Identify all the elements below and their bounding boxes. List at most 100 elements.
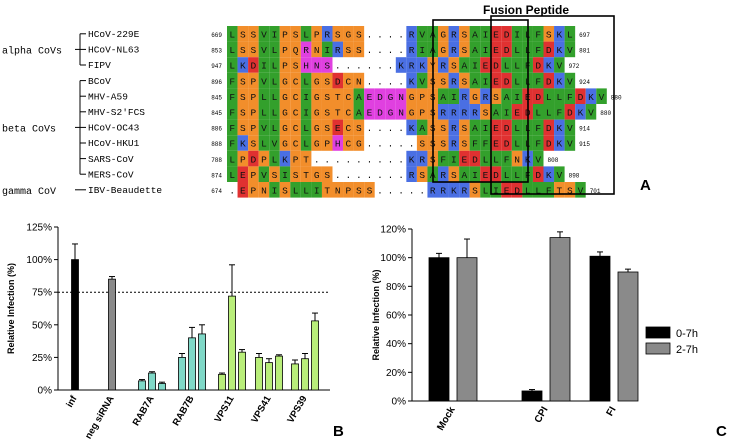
residue-letter: K <box>419 61 425 72</box>
residue-cell <box>269 57 280 73</box>
residue-cell <box>279 119 291 136</box>
residue-cell <box>459 72 470 89</box>
residue-cell <box>532 166 544 182</box>
residue-cell <box>248 119 259 136</box>
residue-letter: R <box>462 186 468 197</box>
residue-cell <box>564 88 576 104</box>
residue-letter: D <box>535 92 541 103</box>
residue-letter: P <box>282 45 288 56</box>
panel-b-bar <box>148 372 156 391</box>
residue-cell <box>279 41 291 58</box>
residue-cell <box>543 119 555 136</box>
panel-b-category-label: inf <box>64 393 80 409</box>
residue-letter: S <box>440 139 446 150</box>
residue-letter: L <box>293 186 299 197</box>
row-start-number: 788 <box>211 157 222 164</box>
residue-letter: . <box>377 186 383 197</box>
residue-cell <box>258 57 270 73</box>
residue-cell <box>448 150 460 167</box>
residue-cell <box>406 166 417 182</box>
panel-b-bar <box>275 355 283 391</box>
residue-letter: Q <box>293 45 299 56</box>
residue-cell <box>490 182 502 198</box>
residue-letter: I <box>324 45 330 56</box>
residue-cell <box>364 104 375 120</box>
residue-cell <box>343 41 354 58</box>
residue-letter: K <box>578 108 584 119</box>
residue-letter: V <box>272 139 278 150</box>
residue-cell <box>237 182 249 198</box>
residue-cell <box>490 72 502 89</box>
residue-cell <box>290 41 301 58</box>
residue-letter: L <box>272 123 278 134</box>
residue-cell <box>554 57 565 73</box>
residue-letter: S <box>451 170 457 181</box>
panel-c-legend-label: 0-7h <box>676 328 698 340</box>
residue-letter: L <box>546 108 552 119</box>
row-name: HCoV-OC43 <box>88 123 140 134</box>
residue-letter: F <box>472 139 478 150</box>
residue-cell <box>501 182 512 198</box>
panel-b-letter: B <box>333 423 344 440</box>
residue-letter: I <box>419 45 425 56</box>
residue-cell <box>448 41 460 58</box>
residue-letter: . <box>377 139 383 150</box>
residue-letter: L <box>504 61 510 72</box>
residue-letter: D <box>567 108 573 119</box>
residue-cell <box>374 88 386 104</box>
residue-cell <box>343 119 354 136</box>
residue-letter: . <box>377 76 383 87</box>
row-name: MHV-S2'FCS <box>88 107 145 118</box>
residue-cell <box>300 166 312 182</box>
row-name: MERS-CoV <box>88 169 134 180</box>
residue-letter: A <box>472 76 478 87</box>
residue-letter: E <box>483 170 489 181</box>
residue-cell <box>269 41 280 58</box>
residue-cell <box>480 41 491 58</box>
residue-cell <box>511 88 523 104</box>
residue-cell <box>596 88 607 104</box>
residue-cell <box>522 182 533 198</box>
residue-cell <box>321 41 333 58</box>
residue-cell <box>501 135 512 151</box>
panel-b-y-tick-label: 75% <box>32 288 52 299</box>
residue-cell <box>469 150 481 167</box>
residue-letter: . <box>398 186 404 197</box>
panel-a-letter: A <box>640 177 651 194</box>
residue-letter: F <box>229 123 235 134</box>
residue-letter: F <box>535 30 541 41</box>
residue-letter: F <box>229 76 235 87</box>
row-name: HCoV-NL63 <box>88 45 140 56</box>
residue-letter: P <box>251 123 257 134</box>
residue-cell <box>459 26 470 42</box>
alignment-figure: HCoV-229E 669 L S S V I P S L P R S G S.... R V A G R S A I E D I… <box>2 3 651 198</box>
residue-letter: E <box>335 123 341 134</box>
residue-letter: C <box>345 108 351 119</box>
residue-cell <box>438 166 449 182</box>
residue-cell <box>269 104 280 120</box>
row-name: FIPV <box>88 60 111 71</box>
residue-letter: V <box>535 154 541 165</box>
residue-cell <box>321 26 333 42</box>
panel-b-y-tick-label: 0% <box>38 386 53 397</box>
residue-cell <box>290 72 301 89</box>
residue-letter: A <box>472 30 478 41</box>
residue-letter: S <box>462 45 468 56</box>
residue-letter: N <box>398 92 404 103</box>
panel-b-bar <box>108 278 116 391</box>
residue-cell <box>511 104 523 120</box>
residue-cell <box>438 88 449 104</box>
residue-letter: S <box>356 186 362 197</box>
residue-cell <box>343 135 354 151</box>
residue-letter: L <box>514 76 520 87</box>
residue-cell <box>469 135 481 151</box>
residue-cell <box>480 135 491 151</box>
residue-letter: L <box>556 92 562 103</box>
residue-letter: E <box>367 92 373 103</box>
residue-letter: . <box>367 30 373 41</box>
residue-cell <box>448 135 460 151</box>
residue-cell <box>480 88 491 104</box>
panel-b-svg: Relative Infection (%) B 0% 25% 50% 75% 100%… <box>6 223 344 442</box>
residue-letter: G <box>314 92 320 103</box>
residue-letter: A <box>472 123 478 134</box>
